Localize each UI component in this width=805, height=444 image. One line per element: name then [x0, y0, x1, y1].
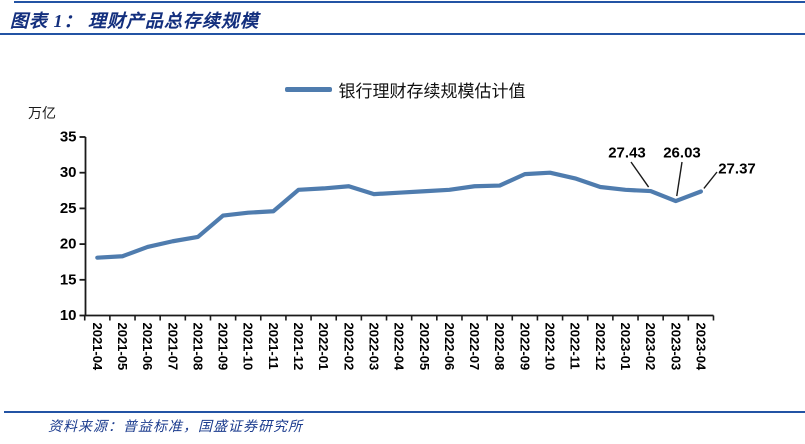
x-tick-label: 2021-09: [216, 323, 231, 371]
legend-line-swatch: [284, 86, 332, 92]
top-border-line: [14, 1, 805, 3]
annotation-leader-line: [630, 161, 650, 188]
x-tick-label: 2022-10: [543, 323, 558, 371]
y-tick-label: 10: [60, 307, 77, 324]
x-tick-label: 2022-01: [316, 323, 331, 371]
x-tick-label: 2021-04: [90, 323, 105, 371]
x-tick-label: 2023-03: [668, 323, 683, 371]
x-tick-label: 2022-03: [366, 323, 381, 371]
y-tick-label: 30: [60, 164, 77, 181]
axis-lines: [84, 137, 714, 317]
data-point-label: 27.37: [718, 161, 756, 178]
x-tick-label: 2023-01: [618, 323, 633, 371]
x-tick-label: 2021-07: [165, 323, 180, 371]
y-tick-label: 25: [60, 200, 77, 217]
x-tick-label: 2023-04: [693, 323, 708, 371]
x-tick-label: 2021-10: [241, 323, 256, 371]
y-axis-unit-label: 万亿: [28, 107, 56, 122]
x-tick-label: 2023-02: [643, 323, 658, 371]
title-underline: [0, 33, 805, 35]
x-tick-label: 2021-11: [266, 323, 281, 370]
y-tick-label: 20: [60, 236, 77, 253]
chart-title: 图表 1： 理财产品总存续规模: [10, 11, 259, 31]
x-tick-label: 2022-09: [517, 323, 532, 371]
x-tick-label: 2022-12: [593, 323, 608, 371]
x-tick-label: 2022-04: [392, 323, 407, 371]
x-tick-label: 2022-11: [568, 323, 583, 370]
x-tick-label: 2022-07: [467, 323, 482, 371]
x-tick-label: 2022-05: [417, 323, 432, 371]
chart-legend: 银行理财存续规模估计值: [240, 76, 570, 102]
series-line: [95, 170, 704, 260]
data-point-label: 26.03: [663, 145, 701, 162]
annotation-leader-line: [703, 171, 718, 189]
footer-divider-line: [4, 411, 805, 413]
x-tick-label: 2022-08: [492, 323, 507, 371]
data-point-label: 27.43: [608, 145, 646, 162]
source-note: 资料来源：普益标准，国盛证券研究所: [48, 420, 303, 435]
x-tick-label: 2021-12: [291, 323, 306, 371]
legend-series-label: 银行理财存续规模估计值: [338, 81, 526, 101]
y-tick-label: 35: [60, 129, 77, 146]
x-tick-label: 2021-06: [140, 323, 155, 371]
x-tick-label: 2021-08: [190, 323, 205, 371]
x-tick-label: 2022-02: [341, 323, 356, 371]
annotation-leader-line: [676, 161, 683, 197]
x-tick-label: 2022-06: [442, 323, 457, 371]
x-tick-label: 2021-05: [115, 323, 130, 371]
y-tick-label: 15: [60, 271, 77, 288]
